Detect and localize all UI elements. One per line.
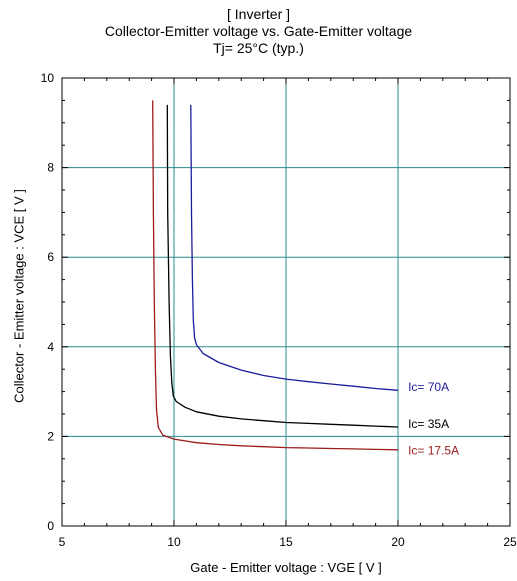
y-axis-label-wrap: Collector - Emitter voltage : VCE [ V ] — [9, 66, 29, 526]
x-axis-label: Gate - Emitter voltage : VGE [ V ] — [190, 560, 382, 575]
y-tick-label: 6 — [47, 250, 54, 264]
x-tick-label: 20 — [391, 535, 405, 549]
series-line-0 — [190, 104, 399, 391]
series-label-0: Ic= 70A — [408, 380, 449, 394]
chart-title-line-1: [ Inverter ] — [226, 6, 291, 22]
series-line-2 — [152, 100, 399, 451]
x-tick-label: 25 — [503, 535, 517, 549]
y-tick-label: 10 — [41, 71, 55, 85]
y-axis-label: Collector - Emitter voltage : VCE [ V ] — [11, 189, 27, 403]
y-tick-label: 8 — [47, 161, 54, 175]
plot-frame — [61, 77, 511, 527]
x-tick-label: 5 — [59, 535, 66, 549]
y-tick-label: 0 — [47, 519, 54, 533]
series-label-1: Ic= 35A — [408, 417, 449, 431]
chart-title-line-3: Tj= 25°C (typ.) — [213, 40, 304, 56]
x-tick-label: 10 — [167, 535, 181, 549]
series-label-2: Ic= 17.5A — [408, 444, 459, 458]
y-tick-label: 4 — [47, 340, 54, 354]
x-tick-label: 15 — [279, 535, 293, 549]
y-tick-label: 2 — [47, 429, 54, 443]
chart-title-line-2: Collector-Emitter voltage vs. Gate-Emitt… — [104, 23, 413, 39]
series-line-1 — [166, 104, 399, 428]
